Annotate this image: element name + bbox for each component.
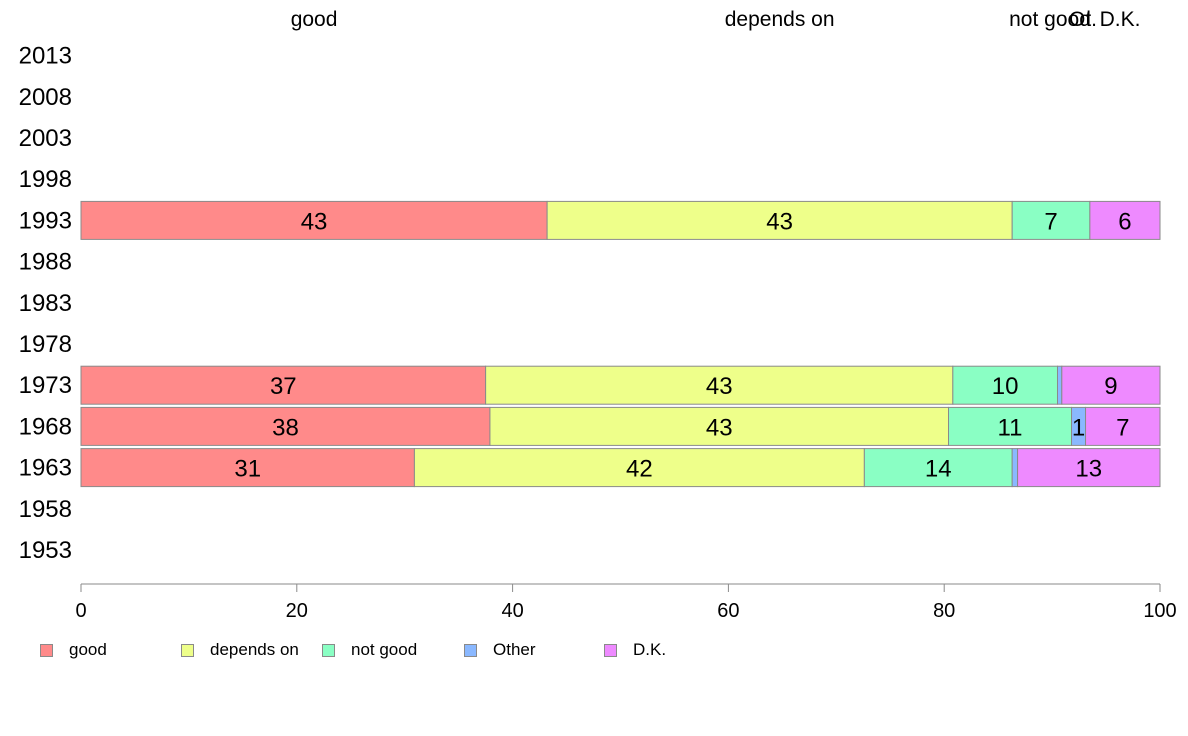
legend-label: not good [351, 640, 418, 659]
legend-label: depends on [210, 640, 299, 659]
chart-legend: good depends on not good Other D.K. [0, 636, 1188, 664]
bar-segment [1011, 448, 1019, 488]
x-tick-label: 0 [75, 600, 86, 622]
year-label: 1973 [19, 372, 72, 399]
year-label: 1953 [19, 537, 72, 564]
year-label: 1968 [19, 413, 72, 440]
bar-value-label: 11 [998, 414, 1023, 441]
legend-item: good [40, 636, 107, 664]
year-label: 2003 [19, 125, 72, 152]
bar-segment [952, 365, 1058, 405]
legend-item: Other [464, 636, 536, 664]
year-label: 1983 [19, 290, 72, 317]
year-label: 2008 [19, 84, 72, 111]
bar-segment [413, 448, 865, 488]
top-label-2: not good [1009, 8, 1091, 31]
bar-value-label: 13 [1075, 456, 1102, 483]
bar-segment [546, 200, 1013, 240]
top-label-1: depends on [725, 8, 835, 31]
top-label-3: Ot. [1069, 8, 1097, 31]
bar-value-label: 43 [766, 208, 793, 235]
bar-value-label: 9 [1104, 373, 1117, 400]
legend-swatch [40, 643, 53, 657]
x-tick-label: 40 [501, 600, 523, 622]
bar-value-label: 43 [706, 414, 733, 441]
bar-segment [80, 365, 487, 405]
bar-value-label: 43 [706, 373, 733, 400]
year-label: 1963 [19, 455, 72, 482]
x-tick-label: 60 [717, 600, 739, 622]
bar-segment [80, 406, 491, 446]
year-label: 1998 [19, 166, 72, 193]
bar-value-label: 42 [626, 456, 653, 483]
bar-segment [1085, 406, 1161, 446]
legend-item: D.K. [604, 636, 666, 664]
bar-segment [1017, 448, 1161, 488]
legend-label: good [69, 640, 107, 659]
year-label: 1988 [19, 249, 72, 276]
bar-value-label: 14 [925, 456, 952, 483]
bar-segment [948, 406, 1073, 446]
x-tick-label: 20 [286, 600, 308, 622]
legend-swatch [604, 643, 617, 657]
legend-label: D.K. [633, 640, 667, 659]
bar-value-label: 10 [992, 373, 1019, 400]
legend-swatch [322, 643, 335, 657]
legend-item: not good [322, 636, 417, 664]
bar-value-label: 6 [1118, 208, 1131, 235]
top-label-0: good [291, 8, 338, 31]
bar-value-label: 43 [301, 208, 328, 235]
bar-value-label: 37 [270, 373, 297, 400]
year-label: 1958 [19, 496, 72, 523]
bar-segment [1089, 200, 1161, 240]
year-label: 2013 [19, 43, 72, 70]
bar-segment [485, 365, 954, 405]
bar-value-label: 1 [1072, 414, 1085, 441]
legend-item: depends on [181, 636, 299, 664]
bar-segment [863, 448, 1013, 488]
bar-value-label: 38 [272, 414, 299, 441]
year-label: 1993 [19, 207, 72, 234]
bar-value-label: 7 [1116, 414, 1129, 441]
x-tick-label: 80 [933, 600, 955, 622]
bar-segment [1061, 365, 1161, 405]
year-label: 1978 [19, 331, 72, 358]
x-tick-label: 100 [1143, 600, 1176, 622]
bar-value-label: 31 [234, 456, 261, 483]
legend-label: Other [493, 640, 536, 659]
bar-value-label: 7 [1044, 208, 1057, 235]
bar-segment [489, 406, 950, 446]
legend-swatch [181, 643, 194, 657]
legend-swatch [464, 643, 477, 657]
bar-segment [1056, 365, 1063, 405]
top-label-4: D.K. [1100, 8, 1141, 31]
